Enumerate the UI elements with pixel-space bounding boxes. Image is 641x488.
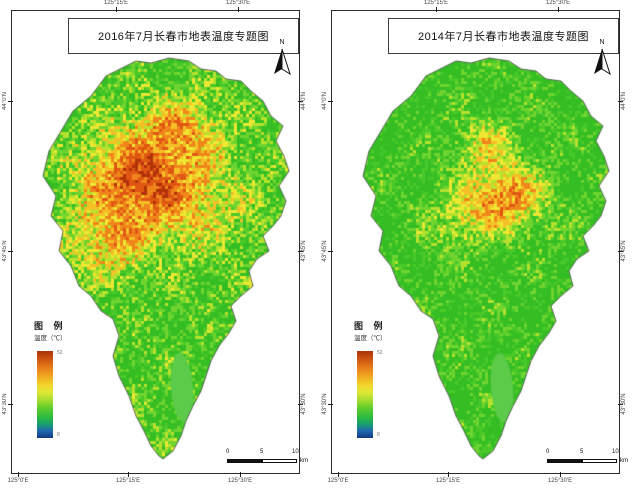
legend-subtitle: 温度（℃）: [354, 335, 387, 342]
lon-label-top: 125°30'E: [545, 0, 571, 6]
temperature-colorbar: [37, 351, 53, 438]
lat-label-right: 43°30'N: [621, 393, 627, 415]
scale-tick-5: 5: [580, 449, 584, 455]
tick-top: [238, 7, 239, 12]
scale-tick-5: 5: [260, 449, 264, 455]
tick-top: [116, 7, 117, 12]
map-title-text: 2014年7月长春市地表温度专题图: [417, 31, 590, 43]
tick-bottom: [128, 472, 129, 477]
map-title-text: 2016年7月长春市地表温度专题图: [97, 31, 270, 43]
lat-label-right: 44°0'N: [301, 92, 307, 110]
scale-tick-0: 0: [546, 449, 550, 455]
lat-label-left: 43°45'N: [322, 240, 328, 262]
colorbar-max-value: 52: [377, 350, 383, 356]
map-panel-2014: 2014年7月长春市地表温度专题图 N 图 例 温度（℃） 52 8 0 5 1…: [322, 0, 628, 484]
lon-label-bottom: 125°15'E: [115, 478, 141, 484]
tick-right: [298, 101, 303, 102]
map-title-2016: 2016年7月长春市地表温度专题图: [68, 18, 299, 54]
lat-label-left: 44°0'N: [2, 92, 8, 110]
tick-right: [298, 404, 303, 405]
tick-bottom: [240, 472, 241, 477]
scale-bar: 0 5 10 km: [222, 449, 322, 471]
north-label: N: [279, 39, 285, 46]
scale-unit: km: [300, 458, 308, 464]
lon-label-bottom: 125°30'E: [547, 478, 573, 484]
map-title-2014: 2014年7月长春市地表温度专题图: [388, 18, 619, 54]
lon-label-top: 125°15'E: [103, 0, 129, 6]
lon-label-top: 125°30'E: [225, 0, 251, 6]
lon-label-bottom: 125°30'E: [227, 478, 253, 484]
tick-right: [298, 251, 303, 252]
lon-label-bottom: 125°0'E: [327, 478, 349, 484]
legend-title: 图 例: [34, 321, 67, 331]
tick-bottom: [18, 472, 19, 477]
tick-right: [618, 101, 623, 102]
legend-subtitle: 温度（℃）: [34, 335, 67, 342]
scale-tick-0: 0: [226, 449, 230, 455]
scale-bar: 0 5 10 km: [542, 449, 641, 471]
tick-top: [558, 7, 559, 12]
colorbar-min-value: 8: [57, 432, 60, 438]
north-arrow: N: [590, 39, 614, 81]
legend: 图 例 温度（℃） 52 8: [34, 319, 98, 451]
north-arrow-icon: [594, 48, 611, 76]
lat-label-right: 44°0'N: [621, 92, 627, 110]
lon-label-bottom: 125°15'E: [435, 478, 461, 484]
legend: 图 例 温度（℃） 52 8: [354, 319, 418, 451]
lat-label-left: 43°30'N: [2, 393, 8, 415]
scale-unit: km: [620, 458, 628, 464]
tick-right: [618, 404, 623, 405]
tick-left: [328, 251, 333, 252]
map-panel-2016: 2016年7月长春市地表温度专题图 N 图 例 温度（℃） 52 8 0 5 1…: [2, 0, 308, 484]
north-arrow-icon: [274, 48, 291, 76]
lon-label-top: 125°15'E: [423, 0, 449, 6]
tick-top: [436, 7, 437, 12]
scale-tick-10: 10: [612, 449, 619, 455]
tick-left: [8, 404, 13, 405]
tick-bottom: [560, 472, 561, 477]
tick-right: [618, 251, 623, 252]
scale-bar-open-segment: [262, 459, 297, 463]
scale-bar-filled-segment: [227, 459, 262, 463]
legend-title: 图 例: [354, 321, 387, 331]
lat-label-right: 43°45'N: [621, 240, 627, 262]
tick-bottom: [338, 472, 339, 477]
lat-label-right: 43°30'N: [301, 393, 307, 415]
temperature-colorbar: [357, 351, 373, 438]
tick-left: [328, 101, 333, 102]
lat-label-left: 44°0'N: [322, 92, 328, 110]
scale-bar-open-segment: [582, 459, 617, 463]
lat-label-right: 43°45'N: [301, 240, 307, 262]
lat-label-left: 43°45'N: [2, 240, 8, 262]
colorbar-min-value: 8: [377, 432, 380, 438]
lon-label-bottom: 125°0'E: [7, 478, 29, 484]
colorbar-max-value: 52: [57, 350, 63, 356]
tick-left: [8, 101, 13, 102]
scale-tick-10: 10: [292, 449, 299, 455]
temperature-raster-2016: [12, 11, 299, 473]
tick-bottom: [448, 472, 449, 477]
scale-bar-filled-segment: [547, 459, 582, 463]
lat-label-left: 43°30'N: [322, 393, 328, 415]
tick-left: [8, 251, 13, 252]
temperature-raster-2014: [332, 11, 619, 473]
north-arrow: N: [270, 39, 294, 81]
north-label: N: [599, 39, 605, 46]
tick-left: [328, 404, 333, 405]
